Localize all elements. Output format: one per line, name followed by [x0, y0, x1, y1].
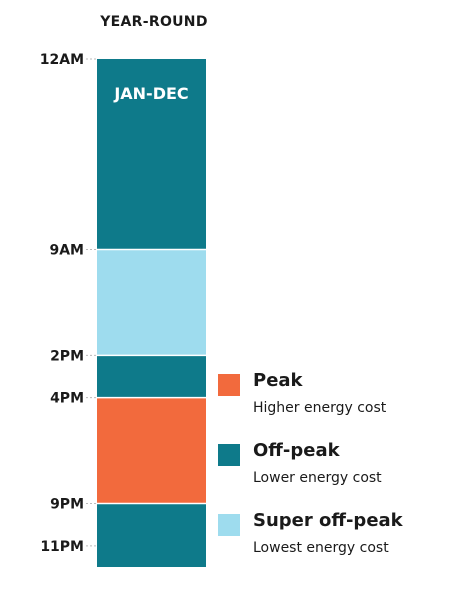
legend-label-off-peak: Off-peak [253, 440, 340, 461]
legend-desc-super-off-peak: Lowest energy cost [253, 540, 389, 556]
legend-label-peak: Peak [253, 370, 303, 391]
legend-swatch-peak [218, 374, 240, 396]
tick-label: 12AM [40, 52, 84, 68]
legend-swatch-super-off-peak [218, 514, 240, 536]
bar-segment-super-off-peak [97, 249, 206, 356]
tick-label: 9PM [50, 497, 84, 513]
chart-title: YEAR-ROUND [100, 14, 208, 30]
bar-segment-off-peak [97, 503, 206, 567]
legend-swatch-off-peak [218, 444, 240, 466]
tick-label: 2PM [50, 348, 84, 364]
legend-desc-peak: Higher energy cost [253, 400, 387, 416]
legend-desc-off-peak: Lower energy cost [253, 470, 382, 486]
legend-label-super-off-peak: Super off-peak [253, 510, 403, 531]
bar-label: JAN-DEC [113, 84, 188, 103]
bar-segment-off-peak [97, 355, 206, 398]
bar-segment-peak [97, 397, 206, 504]
tick-label: 9AM [49, 243, 84, 259]
tick-label: 4PM [50, 391, 84, 407]
tick-label: 11PM [40, 539, 84, 555]
bar-segment-off-peak [97, 59, 206, 250]
